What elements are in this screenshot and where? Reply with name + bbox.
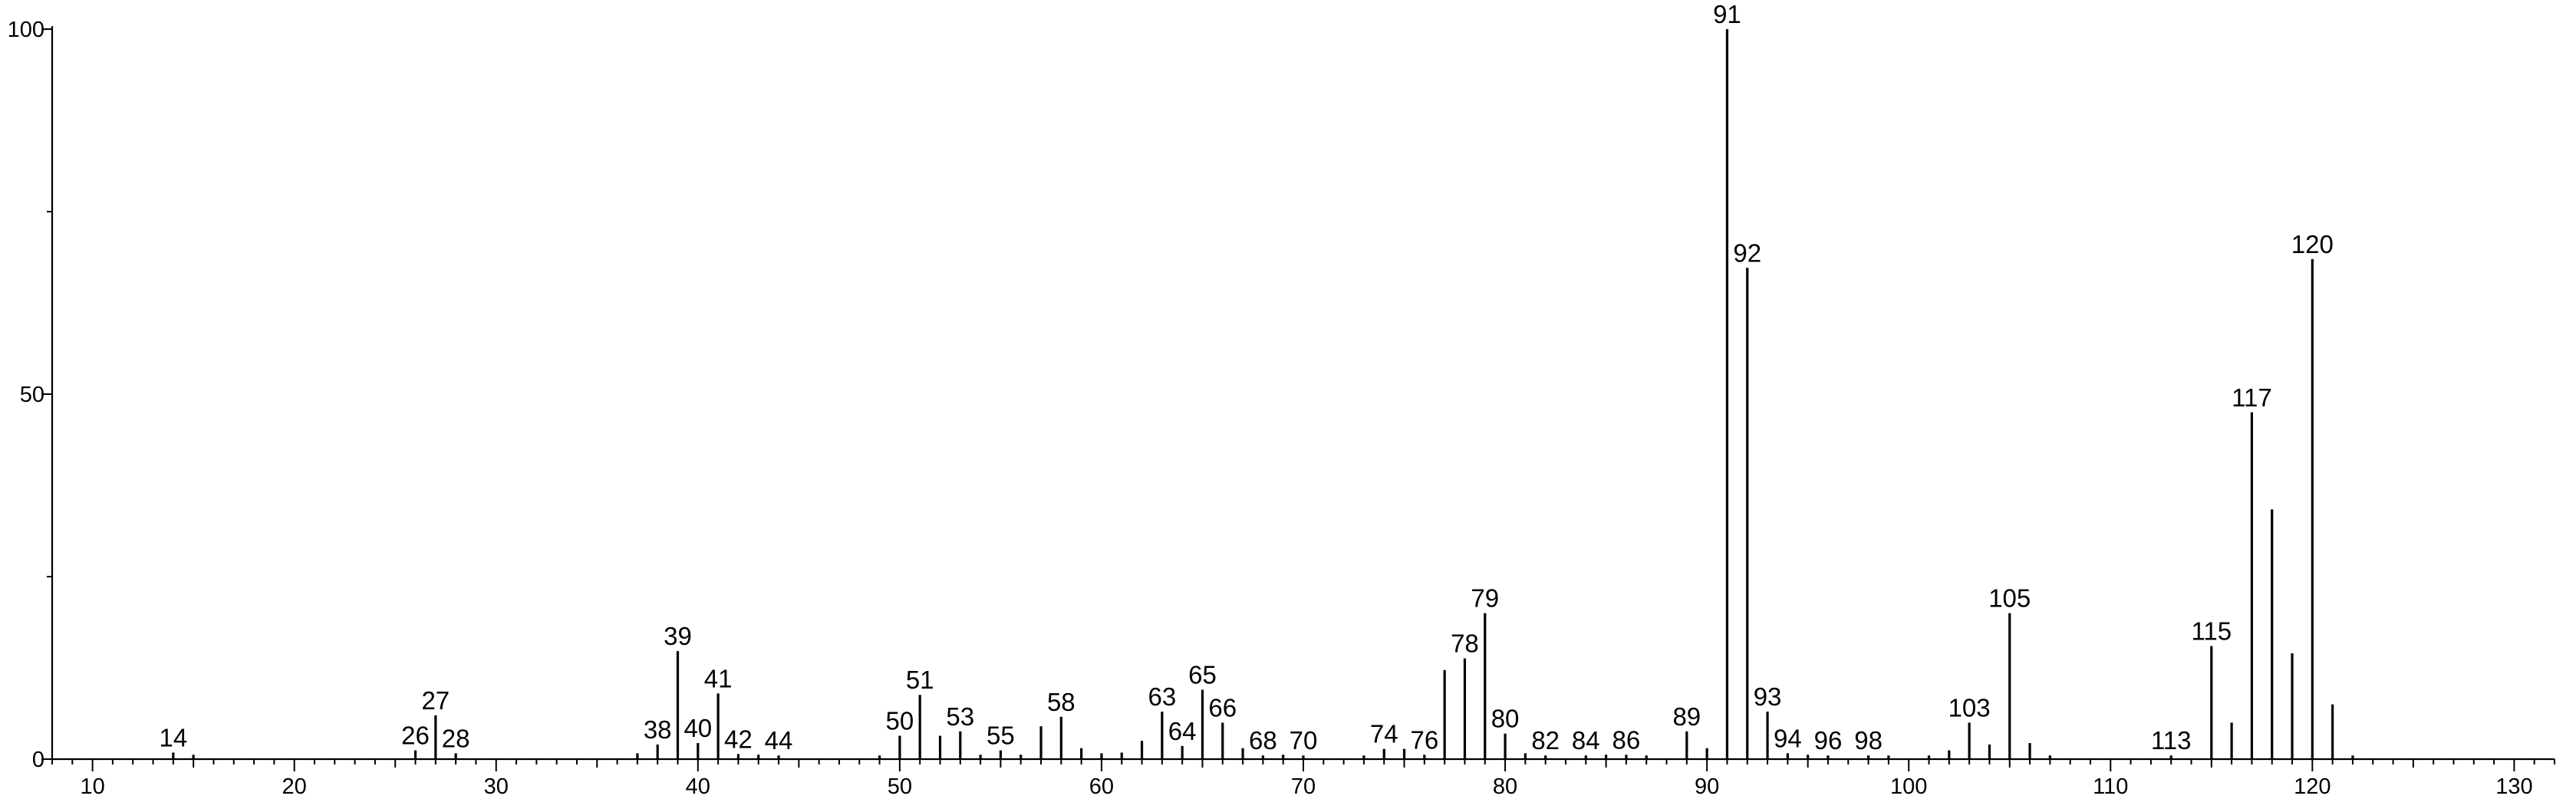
- x-tick-label: 100: [1890, 774, 1927, 799]
- peak-label-117: 117: [2232, 383, 2272, 412]
- peak-label-78: 78: [1451, 630, 1479, 658]
- peak-label-64: 64: [1168, 717, 1197, 745]
- peak-label-92: 92: [1733, 238, 1761, 267]
- peak-label-93: 93: [1754, 682, 1782, 711]
- peak-label-105: 105: [1988, 584, 2031, 613]
- x-tick-label: 10: [80, 774, 104, 799]
- peak-label-113: 113: [2151, 726, 2192, 755]
- peak-label-51: 51: [906, 666, 934, 694]
- peak-label-58: 58: [1047, 688, 1076, 716]
- peak-label-79: 79: [1471, 584, 1499, 613]
- x-tick-label: 60: [1089, 774, 1114, 799]
- peak-label-74: 74: [1370, 720, 1398, 748]
- peak-label-120: 120: [2291, 230, 2334, 258]
- peak-label-89: 89: [1672, 702, 1701, 731]
- peak-label-38: 38: [644, 715, 672, 744]
- peak-label-63: 63: [1148, 682, 1176, 711]
- x-tick-label: 80: [1493, 774, 1517, 799]
- peak-label-84: 84: [1572, 726, 1600, 755]
- peak-label-86: 86: [1612, 725, 1641, 754]
- peak-label-41: 41: [704, 664, 733, 692]
- x-tick-label: 20: [282, 774, 307, 799]
- y-tick-label: 0: [32, 748, 44, 772]
- peak-label-53: 53: [946, 702, 974, 731]
- x-tick-label: 120: [2294, 774, 2331, 799]
- peak-label-70: 70: [1290, 726, 1318, 755]
- x-axis: 10 20 30 40 50 60 70 80 90 100 110 120 130: [51, 758, 2555, 799]
- y-tick-label: 50: [20, 383, 44, 407]
- x-tick-label: 40: [686, 774, 710, 799]
- y-tick-label: 100: [8, 18, 44, 42]
- peak-label-14: 14: [159, 723, 187, 751]
- peak-label-76: 76: [1410, 725, 1438, 754]
- x-tick-label: 130: [2495, 774, 2532, 799]
- peak-label-27: 27: [421, 686, 450, 715]
- peak-label-103: 103: [1948, 693, 1991, 722]
- peak-label-115: 115: [2191, 617, 2232, 645]
- spectrum-peaks: [172, 29, 2354, 759]
- peak-label-55: 55: [987, 722, 1015, 750]
- y-axis: 0 50 100: [8, 18, 54, 772]
- peak-label-68: 68: [1249, 726, 1277, 755]
- x-tick-label: 50: [888, 774, 912, 799]
- peak-label-96: 96: [1814, 726, 1843, 755]
- x-tick-label: 30: [484, 774, 509, 799]
- peak-labels: 14 26 27 28 38 39 40 41 42 44 50 51 53 55 58 63 64 65 66 68…: [159, 0, 2333, 755]
- peak-label-65: 65: [1188, 661, 1217, 689]
- peak-label-82: 82: [1531, 726, 1560, 755]
- peak-label-44: 44: [765, 726, 793, 755]
- peak-label-26: 26: [401, 722, 430, 750]
- peak-label-40: 40: [684, 714, 712, 742]
- peak-label-50: 50: [886, 707, 914, 735]
- peak-label-39: 39: [664, 622, 692, 650]
- peak-label-80: 80: [1491, 705, 1520, 733]
- peak-label-98: 98: [1854, 726, 1883, 755]
- x-tick-label: 110: [2093, 774, 2128, 799]
- peak-label-28: 28: [442, 724, 470, 752]
- x-tick-label: 90: [1695, 774, 1719, 799]
- x-tick-label: 70: [1291, 774, 1316, 799]
- peak-label-94: 94: [1774, 724, 1802, 752]
- peak-label-91: 91: [1713, 0, 1741, 28]
- peak-label-42: 42: [724, 725, 753, 753]
- peak-label-66: 66: [1208, 693, 1237, 722]
